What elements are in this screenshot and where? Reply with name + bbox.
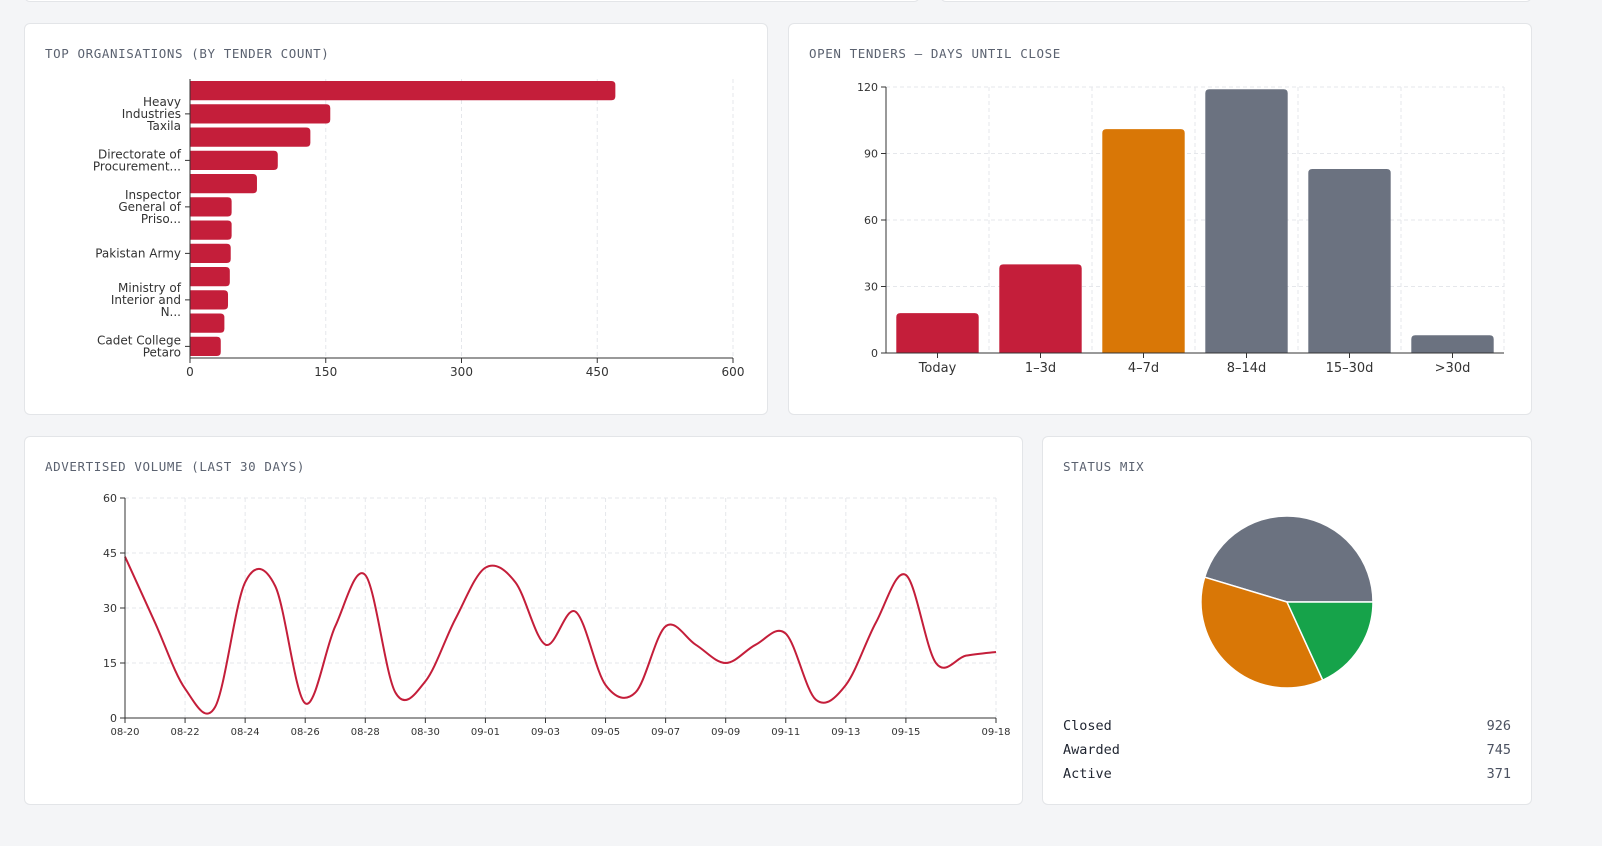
x-tick-label: 08-30: [411, 727, 440, 738]
status-mix-card: STATUS MIX Closed 926 Awarded 745 Active…: [1042, 436, 1532, 805]
x-tick-label: 8–14d: [1227, 361, 1267, 376]
y-tick-label: Heavy Industries Taxila: [122, 95, 181, 133]
legend-label: Awarded: [1063, 742, 1120, 758]
y-tick-label: Pakistan Army: [95, 246, 181, 260]
x-tick-label: 08-22: [171, 727, 200, 738]
x-tick-label: 09-01: [471, 727, 500, 738]
x-tick-label: 600: [722, 365, 745, 379]
pie-slice-active: [1285, 601, 1374, 682]
bar-4: [1308, 169, 1391, 353]
top-organisations-title: TOP ORGANISATIONS (BY TENDER COUNT): [45, 46, 330, 61]
x-tick-label: 0: [186, 365, 194, 379]
bar-5: [1411, 335, 1494, 353]
status-mix-title: STATUS MIX: [1063, 459, 1145, 474]
legend-row-awarded: Awarded 745: [1063, 742, 1511, 762]
legend-row-active: Active 371: [1063, 766, 1511, 786]
y-tick-label: 30: [864, 281, 878, 294]
bar-4: [190, 174, 257, 194]
x-tick-label: Today: [918, 361, 957, 376]
x-tick-label: 09-15: [891, 727, 920, 738]
x-tick-label: 08-26: [291, 727, 320, 738]
y-tick-label: Cadet College Petaro: [97, 333, 181, 359]
pie-slice-closed: [1203, 515, 1374, 603]
x-tick-label: 150: [314, 365, 337, 379]
x-tick-label: 09-18: [981, 727, 1010, 738]
bar-7: [190, 243, 231, 263]
x-tick-label: 4–7d: [1128, 361, 1159, 376]
x-tick-label: 09-05: [591, 727, 620, 738]
x-tick-label: 08-24: [231, 727, 260, 738]
y-tick-label: 15: [103, 657, 117, 670]
partial-card-right: [940, 0, 1532, 2]
status-mix-pie: [1200, 515, 1374, 689]
bar-1: [190, 104, 331, 124]
x-tick-label: 08-28: [351, 727, 380, 738]
top-organisations-chart: 0 150 300 450 600 Heavy Industries Taxila Direct…: [93, 79, 745, 379]
bar-8: [190, 267, 230, 287]
y-tick-label: 30: [103, 602, 117, 615]
days-until-close-title: OPEN TENDERS — DAYS UNTIL CLOSE: [809, 46, 1061, 61]
pie-slice-awarded: [1200, 576, 1324, 689]
x-tick-label: 450: [586, 365, 609, 379]
days-until-close-chart: 0 30 60 90 120 Today 1–3d 4–7d 8–14d 15–30d >30d: [857, 81, 1505, 376]
y-tick-label: 45: [103, 547, 117, 560]
top-organisations-card: TOP ORGANISATIONS (BY TENDER COUNT) 0 150…: [24, 23, 768, 415]
bar-10: [190, 313, 225, 333]
y-tick-label: 90: [864, 148, 878, 161]
legend-label: Active: [1063, 766, 1112, 782]
x-tick-label: 1–3d: [1025, 361, 1056, 376]
y-tick-label: 60: [864, 214, 878, 227]
advertised-volume-card: ADVERTISED VOLUME (LAST 30 DAYS) 0 15 30 45…: [24, 436, 1023, 805]
bar-6: [190, 220, 232, 240]
series-line: [124, 556, 997, 715]
y-tick-label: Inspector General of Priso...: [118, 188, 181, 226]
bar-0: [190, 81, 616, 101]
y-tick-label: Directorate of Procurement...: [93, 147, 182, 173]
x-tick-label: 09-09: [711, 727, 740, 738]
x-tick-label: 09-03: [531, 727, 560, 738]
advertised-volume-title: ADVERTISED VOLUME (LAST 30 DAYS): [45, 459, 306, 474]
legend-value: 745: [1486, 742, 1511, 758]
bar-3: [190, 150, 278, 170]
bar-3: [1205, 89, 1288, 353]
bar-5: [190, 197, 232, 217]
y-tick-label: 0: [110, 712, 117, 725]
legend-label: Closed: [1063, 718, 1112, 734]
y-tick-label: Ministry of Interior and N...: [111, 281, 182, 319]
bar-9: [190, 290, 229, 310]
x-tick-label: 09-13: [831, 727, 860, 738]
y-tick-label: 60: [103, 492, 117, 505]
bar-1: [999, 264, 1082, 353]
legend-value: 926: [1486, 718, 1511, 734]
bar-2: [190, 127, 311, 147]
advertised-volume-chart: 0 15 30 45 60 08-20 08-22 08-24 08-26 08-28 08-30 0…: [103, 492, 1011, 738]
x-tick-label: 09-11: [771, 727, 800, 738]
legend-row-closed: Closed 926: [1063, 718, 1511, 738]
bar-2: [1102, 129, 1185, 353]
x-tick-label: 08-20: [110, 727, 139, 738]
days-until-close-card: OPEN TENDERS — DAYS UNTIL CLOSE 0 30 60 90 1…: [788, 23, 1532, 415]
bar-11: [190, 336, 221, 356]
x-tick-label: 300: [450, 365, 473, 379]
y-tick-label: 0: [871, 347, 878, 360]
legend-value: 371: [1486, 766, 1511, 782]
x-tick-label: 09-07: [651, 727, 680, 738]
x-tick-label: >30d: [1435, 361, 1471, 376]
y-tick-label: 120: [857, 81, 878, 94]
partial-card-left: [24, 0, 920, 2]
bar-0: [896, 313, 979, 353]
x-tick-label: 15–30d: [1326, 361, 1374, 376]
